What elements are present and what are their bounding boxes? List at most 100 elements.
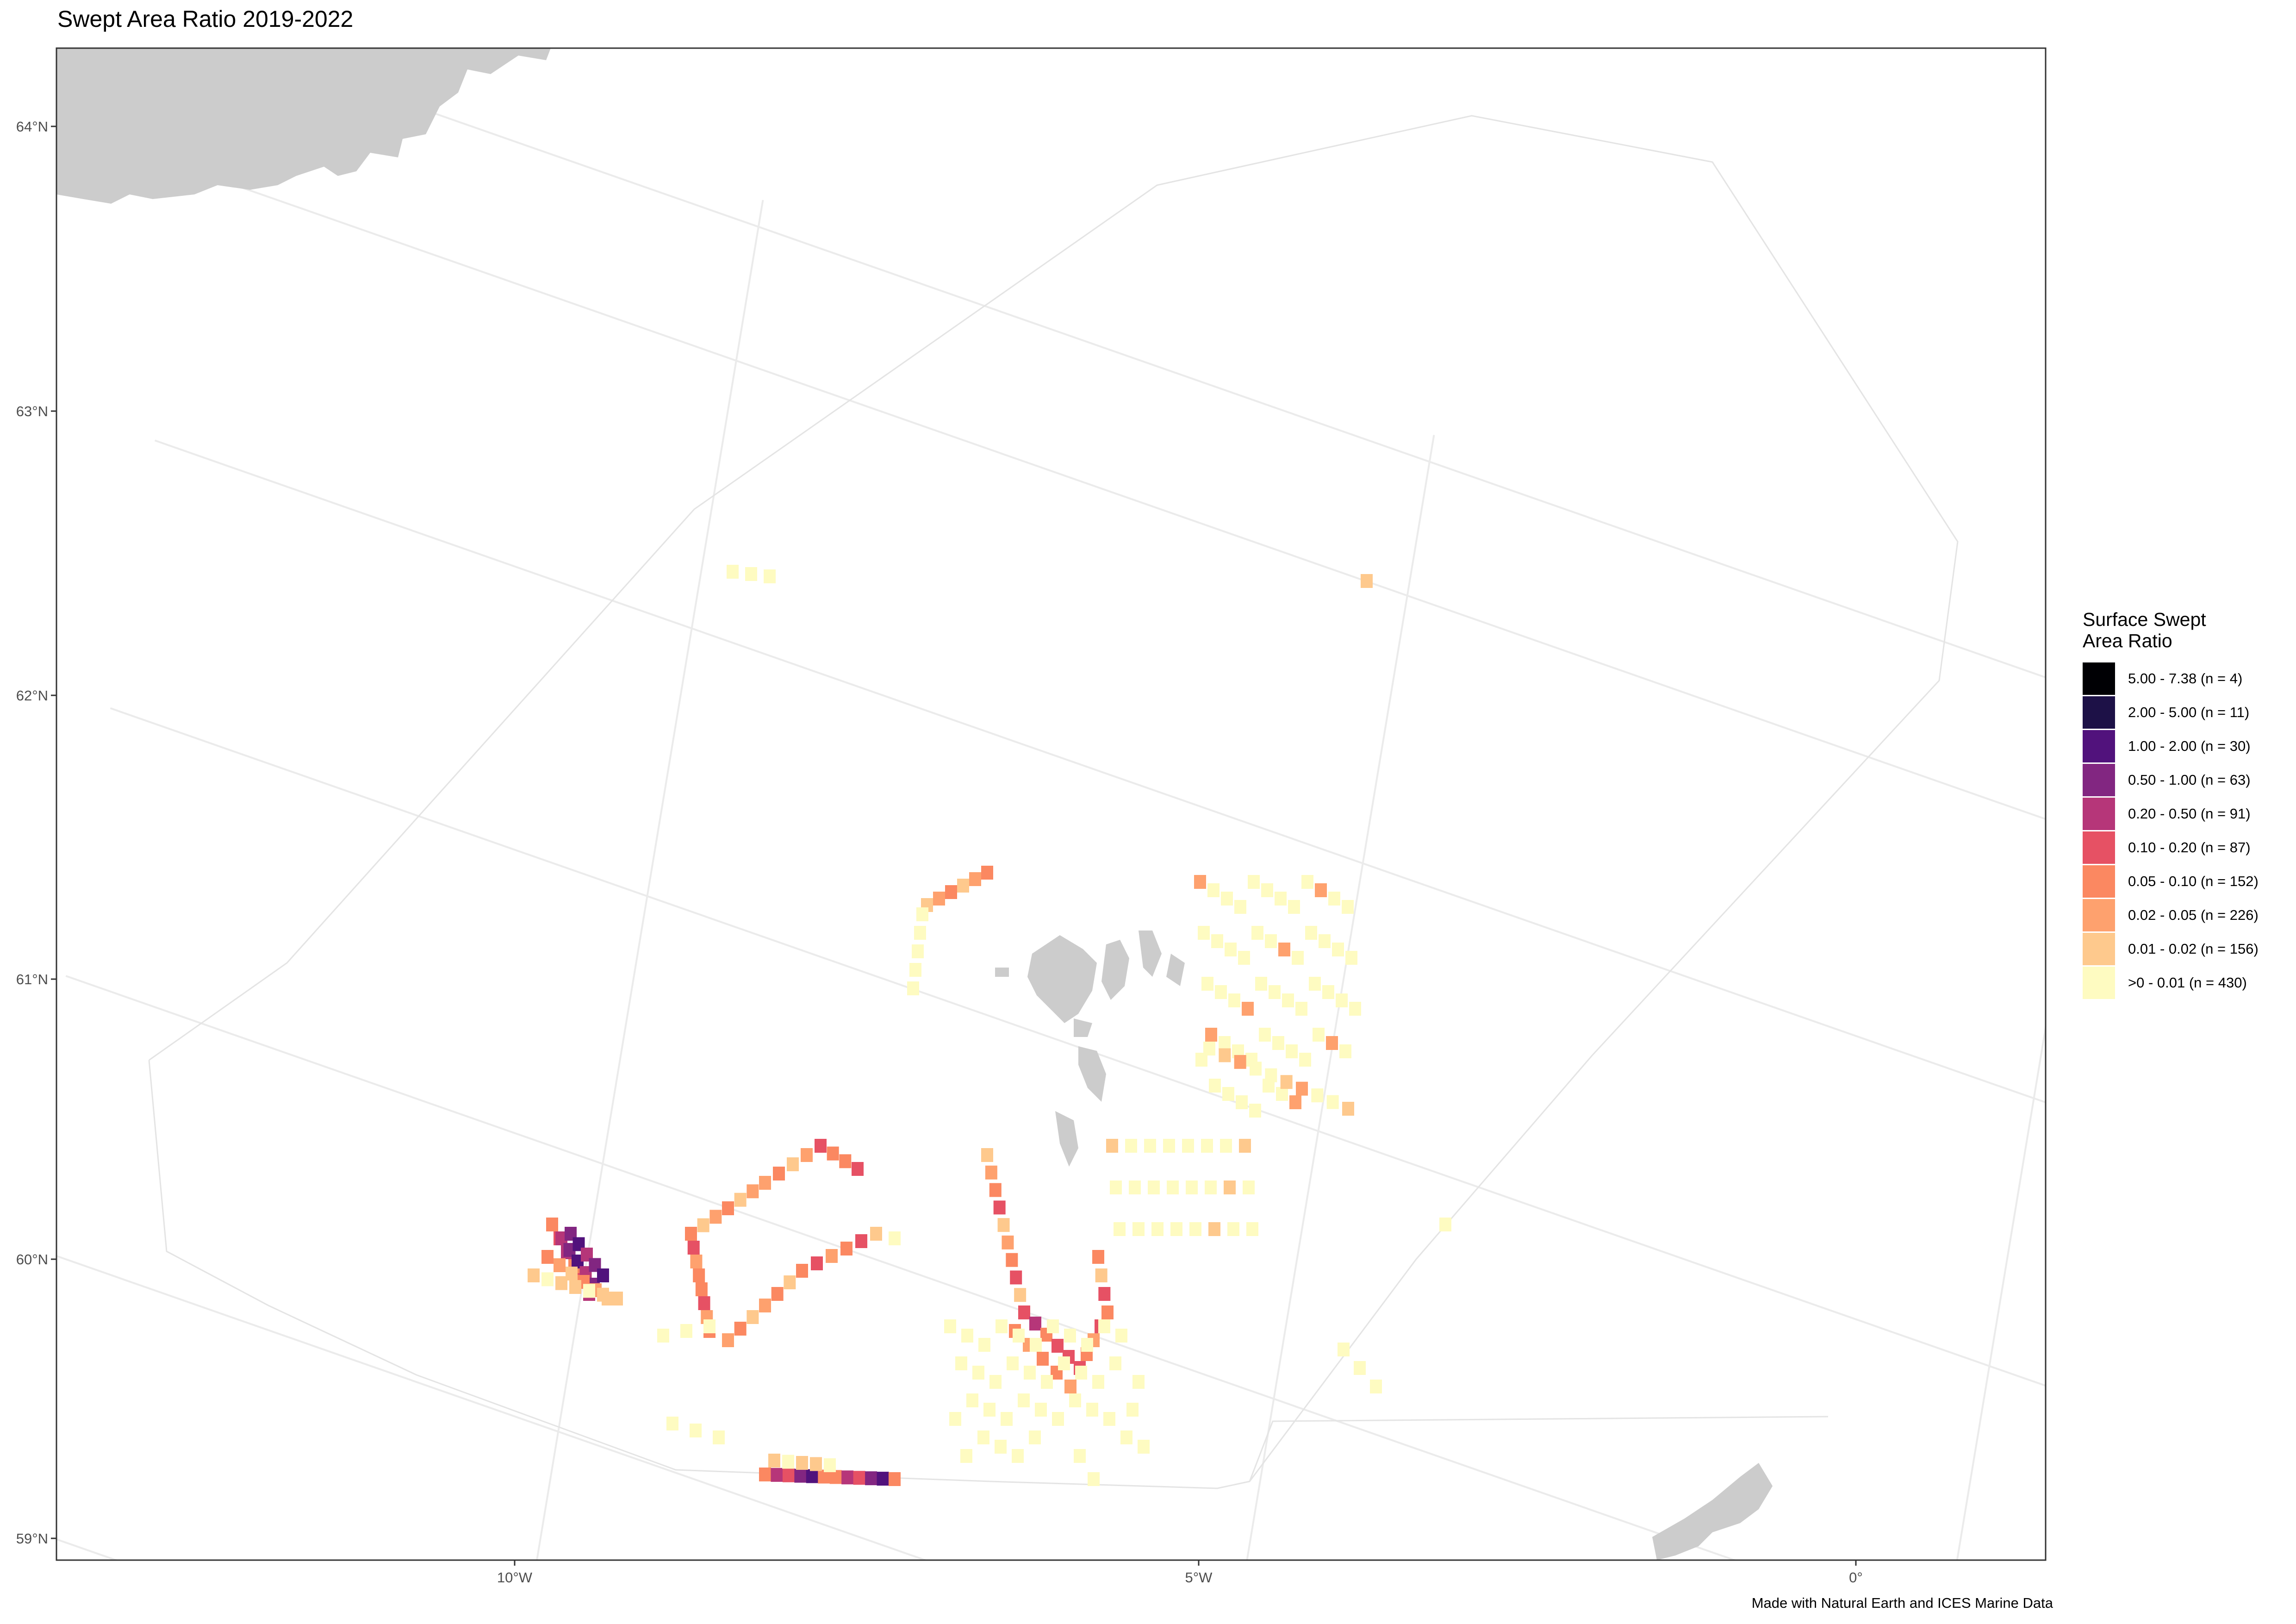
sar-grid-cell (1225, 943, 1237, 956)
sar-grid-cell (1207, 883, 1220, 897)
sar-grid-cell (1047, 1319, 1059, 1333)
sar-grid-cell (1189, 1222, 1201, 1236)
lon-tick-label: 10°W (497, 1569, 533, 1586)
sar-grid-cell (811, 1256, 823, 1270)
legend-item-label: 0.20 - 0.50 (n = 91) (2128, 805, 2251, 822)
legend-item: 1.00 - 2.00 (n = 30) (2083, 729, 2286, 763)
sar-grid-cell (826, 1249, 838, 1263)
sar-grid-cell (1301, 875, 1313, 889)
sar-grid-cell (1286, 1044, 1298, 1058)
legend: Surface Swept Area Ratio 5.00 - 7.38 (n … (2083, 609, 2286, 999)
sar-grid-cell (1296, 1081, 1308, 1096)
sar-grid-cell (1227, 1222, 1239, 1236)
sar-grid-cell (1205, 1028, 1217, 1042)
sar-grid-cell (1148, 1181, 1160, 1194)
sar-grid-cell (1109, 1356, 1121, 1370)
sar-grid-cell (1338, 1343, 1350, 1356)
sar-grid-cell (1013, 1329, 1025, 1343)
sar-grid-cell (1010, 1270, 1022, 1285)
sar-grid-cell (1110, 1181, 1122, 1194)
sar-grid-cell (1209, 1079, 1221, 1093)
sar-grid-cell (1007, 1356, 1019, 1370)
sar-grid-cell (771, 1287, 784, 1301)
sar-grid-cell (759, 1299, 771, 1312)
legend-title: Surface Swept Area Ratio (2083, 609, 2286, 651)
sar-grid-cell (1326, 1095, 1339, 1109)
sar-grid-cell (796, 1264, 808, 1278)
sar-grid-cell (933, 892, 945, 906)
sar-grid-cell (1238, 951, 1250, 965)
sar-grid-cell (759, 1468, 771, 1481)
sar-grid-cell (1332, 943, 1344, 956)
legend-item-label: 0.02 - 0.05 (n = 226) (2128, 906, 2259, 923)
meridian-line (1246, 435, 1435, 1560)
legend-items: 5.00 - 7.38 (n = 4) 2.00 - 5.00 (n = 11) 1… (2083, 662, 2286, 999)
sar-grid-cell (747, 1184, 759, 1199)
sar-grid-cell (1265, 934, 1277, 948)
sar-grid-cell (1151, 1222, 1164, 1236)
sar-grid-cell (944, 1319, 956, 1333)
sar-grid-cell (1215, 985, 1227, 999)
sar-grid-cell (1261, 883, 1273, 897)
sar-grid-cell (1132, 1375, 1145, 1389)
sar-grid-cell (784, 1275, 796, 1289)
legend-color-key (2083, 763, 2115, 796)
sar-grid-cell (955, 1356, 967, 1370)
sar-grid-cell (666, 1417, 678, 1430)
sar-grid-cell (1224, 1181, 1236, 1194)
longitude-axis: 10°W 5°W 0° (497, 1560, 1863, 1586)
sar-grid-cell (1182, 1139, 1194, 1153)
sar-grid-cell (1098, 1287, 1111, 1301)
sar-grid-cell (583, 1284, 595, 1298)
land-polygon (1055, 1111, 1078, 1167)
sar-grid-cell (1101, 1305, 1114, 1319)
sar-grid-cell (852, 1162, 864, 1176)
sar-grid-cell (1234, 900, 1246, 914)
sar-grid-cell (1339, 1044, 1351, 1058)
sar-grid-cell (528, 1268, 540, 1282)
sar-grid-cell (1328, 892, 1340, 906)
legend-title-line1: Surface Swept (2083, 609, 2206, 630)
sar-grid-cell (1211, 934, 1223, 948)
legend-color-key (2083, 797, 2115, 830)
land-polygon (1101, 940, 1129, 1000)
sar-grid-cell (680, 1324, 692, 1338)
sar-grid-cell (1129, 1181, 1141, 1194)
land-polygon (56, 48, 551, 204)
sar-grid-cell (1272, 1036, 1284, 1050)
sar-grid-cell (771, 1468, 783, 1482)
sar-grid-cell (1315, 883, 1327, 897)
sar-grid-cell (690, 1255, 703, 1268)
sar-grid-cell (853, 1471, 865, 1485)
map-background (56, 48, 2046, 1560)
sar-grid-cell (1064, 1329, 1076, 1343)
sar-grid-cell (841, 1470, 854, 1485)
sar-grid-cell (1299, 1053, 1311, 1067)
legend-item: 0.02 - 0.05 (n = 226) (2083, 898, 2286, 932)
sar-grid-cell (1326, 1036, 1338, 1050)
sar-grid-cell (957, 879, 969, 893)
sar-grid-cell (1249, 1104, 1261, 1118)
sar-grid-cell (1132, 1222, 1145, 1236)
sar-grid-cell (1138, 1440, 1150, 1454)
lat-tick-label: 63°N (16, 403, 48, 419)
sar-grid-cell (727, 565, 739, 579)
sar-grid-cell (687, 1241, 700, 1255)
legend-item: >0 - 0.01 (n = 430) (2083, 966, 2286, 999)
legend-color-key (2083, 865, 2115, 898)
sar-grid-cell (839, 1154, 852, 1168)
sar-grid-cell (1029, 1430, 1041, 1444)
legend-color-key (2083, 932, 2115, 965)
sar-grid-cell (1313, 1028, 1325, 1042)
sar-grid-cell (907, 981, 919, 995)
legend-color-key (2083, 831, 2115, 864)
sar-grid-cell (1014, 1288, 1027, 1302)
sar-grid-cell (985, 1165, 997, 1180)
parallel-line (245, 48, 2046, 679)
sar-grid-cell (1052, 1339, 1064, 1353)
sar-grid-cell (1170, 1222, 1182, 1236)
sar-grid-cell (1276, 1087, 1288, 1101)
sar-grid-cell (1058, 1356, 1070, 1370)
